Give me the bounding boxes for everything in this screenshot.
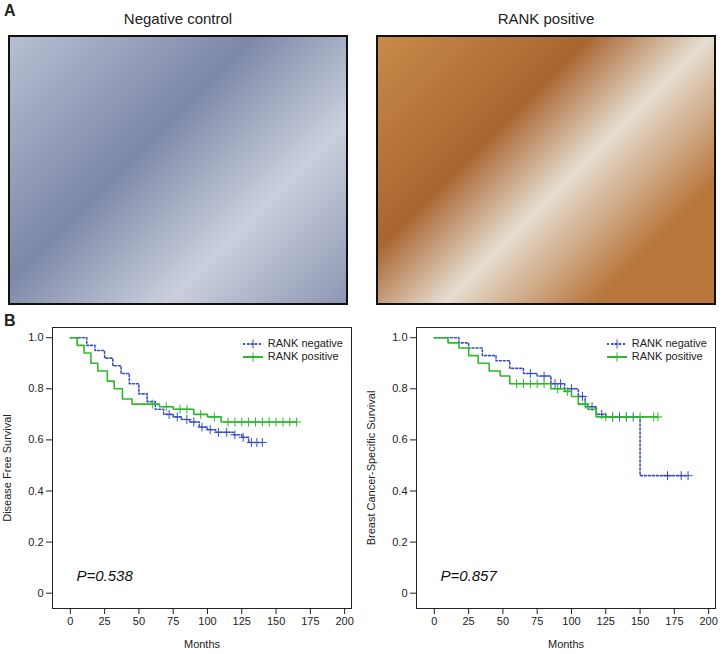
svg-text:25: 25: [462, 615, 474, 627]
svg-text:1.0: 1.0: [28, 331, 43, 343]
svg-text:Breast Cancer-Specific Surviva: Breast Cancer-Specific Survival: [365, 391, 377, 546]
html-text:RANK positive: RANK positive: [631, 350, 703, 362]
svg-text:0.8: 0.8: [28, 382, 43, 394]
svg-text:Months: Months: [548, 638, 585, 650]
svg-text:0.6: 0.6: [392, 433, 407, 445]
svg-text:125: 125: [597, 615, 615, 627]
svg-text:0.4: 0.4: [28, 485, 43, 497]
html-text:Negative control: Negative control: [123, 10, 233, 27]
svg-text:0: 0: [67, 615, 73, 627]
svg-text:P=0.857: P=0.857: [441, 567, 498, 584]
svg-text:100: 100: [198, 615, 216, 627]
html-text:RANK negative: RANK negative: [267, 337, 343, 349]
svg-text:75: 75: [167, 615, 179, 627]
svg-text:0.2: 0.2: [392, 536, 407, 548]
svg-text:0.4: 0.4: [392, 485, 407, 497]
svg-text:200: 200: [335, 615, 353, 627]
svg-text:Months: Months: [184, 638, 221, 650]
svg-text:0: 0: [401, 587, 407, 599]
svg-text:Disease Free Survival: Disease Free Survival: [1, 414, 13, 522]
svg-text:50: 50: [133, 615, 145, 627]
svg-text:0.6: 0.6: [28, 433, 43, 445]
svg-text:100: 100: [562, 615, 580, 627]
svg-text:25: 25: [98, 615, 110, 627]
svg-text:P=0.538: P=0.538: [77, 567, 134, 584]
html-text:RANK positive: RANK positive: [497, 10, 595, 27]
svg-text:1.0: 1.0: [392, 331, 407, 343]
svg-text:200: 200: [699, 615, 717, 627]
svg-text:175: 175: [301, 615, 319, 627]
svg-text:50: 50: [497, 615, 509, 627]
svg-text:175: 175: [665, 615, 683, 627]
svg-text:0: 0: [37, 587, 43, 599]
html-text:RANK positive: RANK positive: [267, 350, 339, 362]
html-text:B: B: [4, 312, 16, 329]
svg-text:0.2: 0.2: [28, 536, 43, 548]
svg-text:0.8: 0.8: [392, 382, 407, 394]
svg-text:150: 150: [631, 615, 649, 627]
svg-text:150: 150: [267, 615, 285, 627]
html-text:A: A: [4, 2, 16, 19]
html-text:RANK negative: RANK negative: [631, 337, 707, 349]
svg-text:125: 125: [233, 615, 251, 627]
svg-text:0: 0: [431, 615, 437, 627]
svg-text:75: 75: [531, 615, 543, 627]
